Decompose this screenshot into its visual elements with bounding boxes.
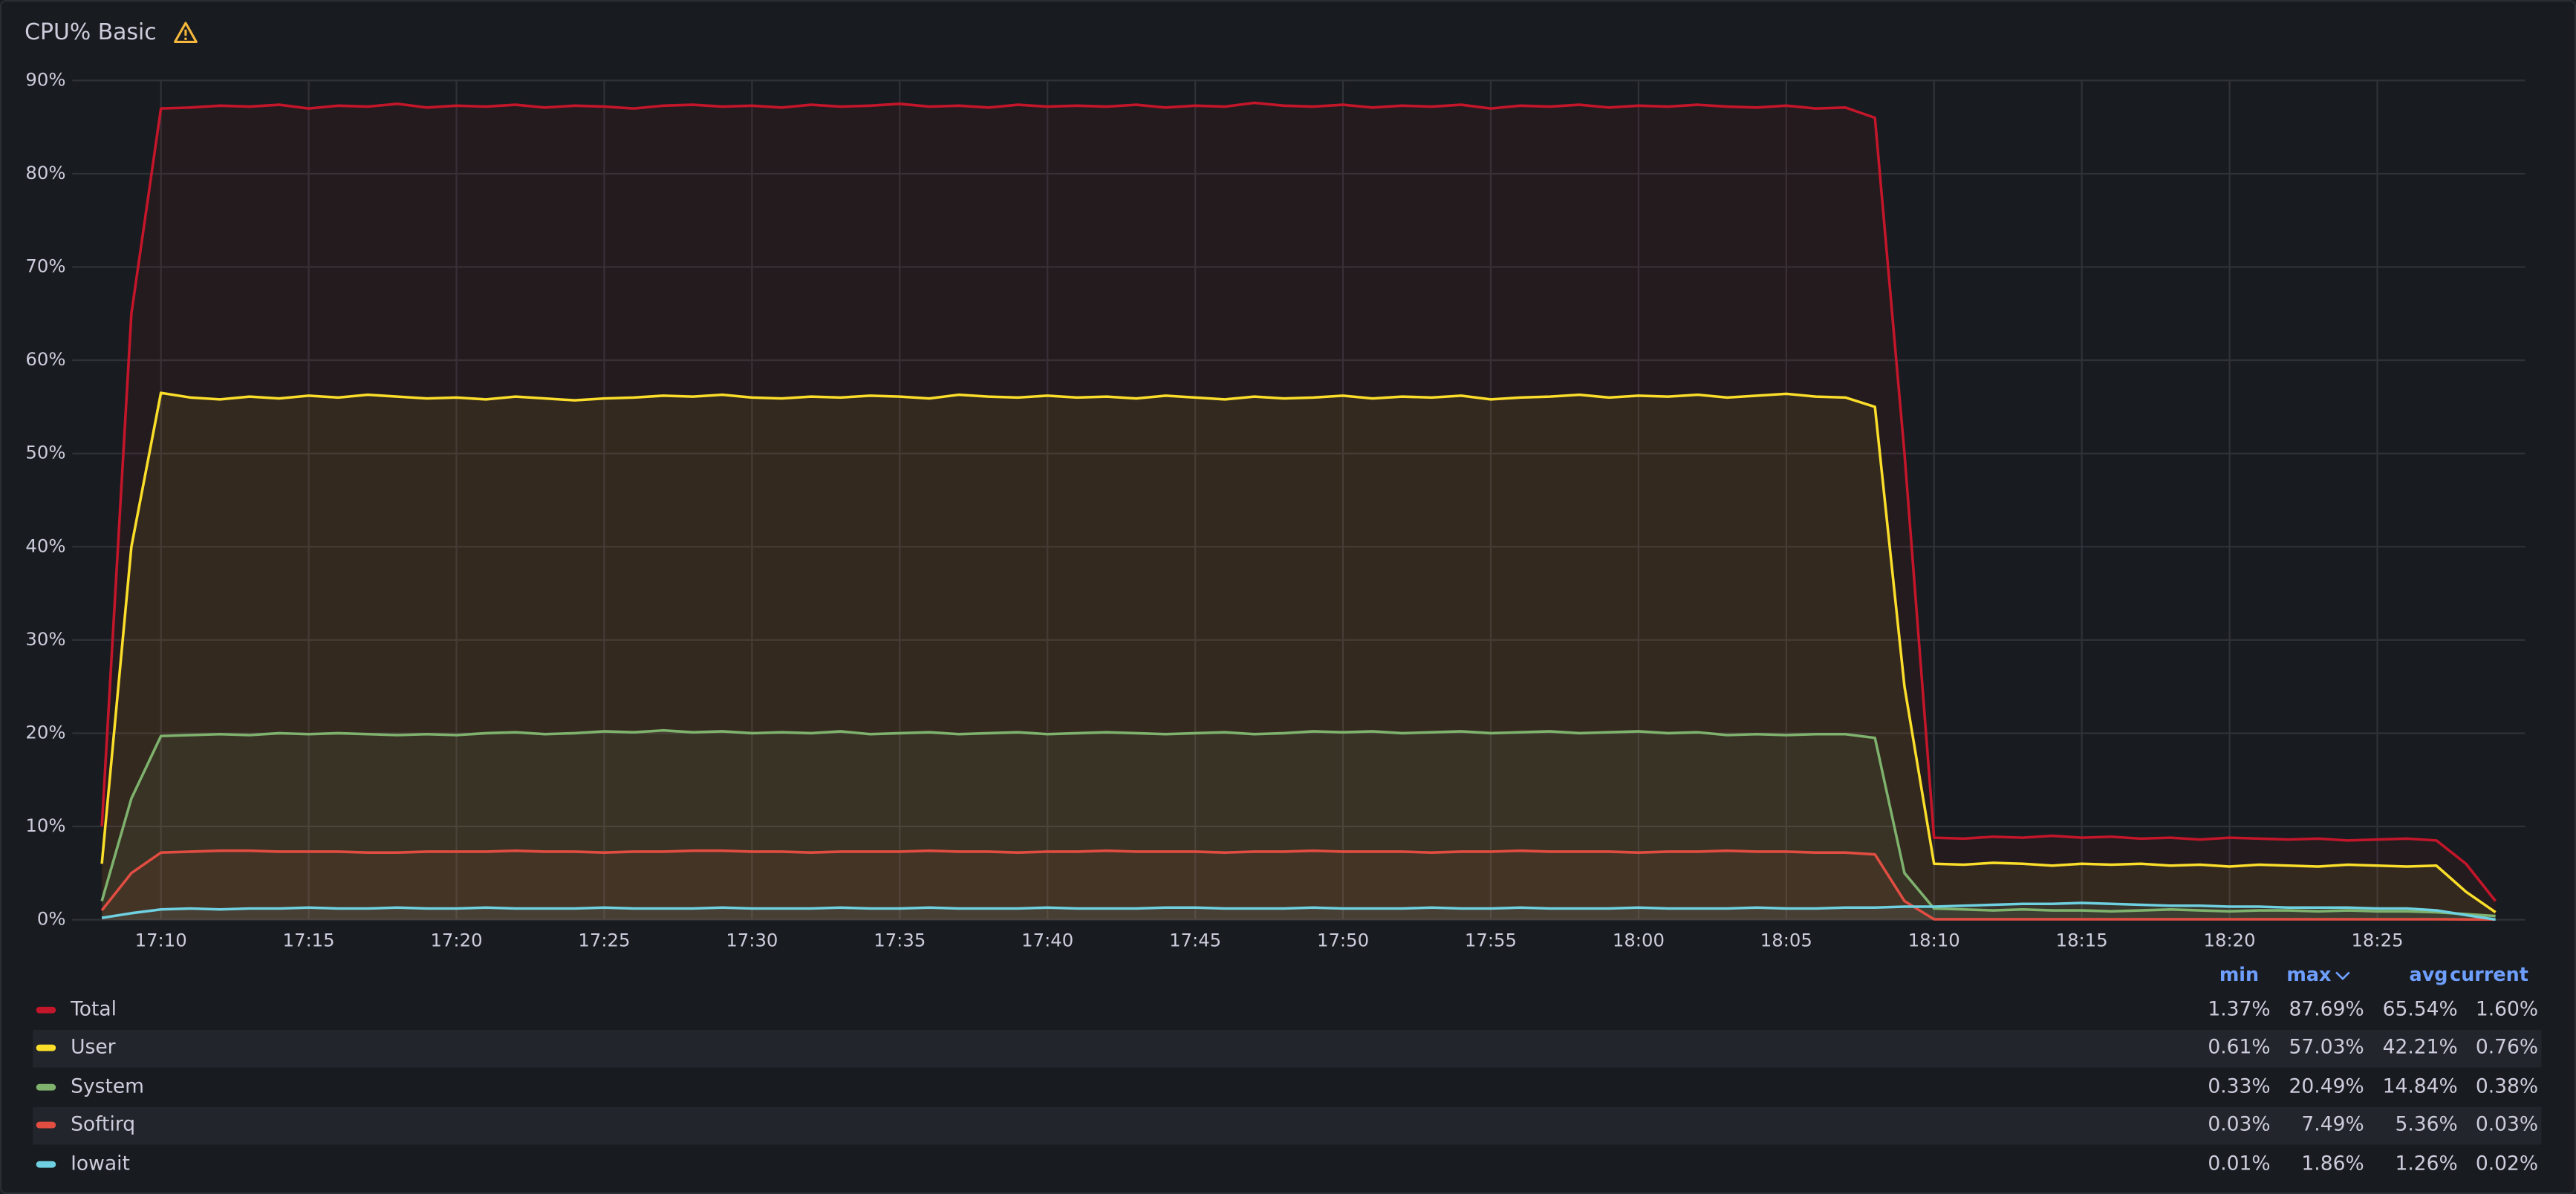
- x-tick-label: 17:20: [430, 929, 482, 950]
- legend-column-header[interactable]: max: [2286, 963, 2332, 985]
- legend-value: 5.36%: [2395, 1113, 2457, 1136]
- legend-value: 0.76%: [2476, 1036, 2538, 1059]
- legend-value: 65.54%: [2383, 998, 2458, 1021]
- y-tick-label: 80%: [25, 162, 65, 183]
- series-area: [102, 730, 2496, 920]
- y-tick-label: 0%: [37, 908, 66, 930]
- legend-entry[interactable]: System: [71, 1075, 144, 1098]
- y-tick-label: 30%: [25, 628, 65, 650]
- panel-title: CPU% Basic: [25, 19, 157, 45]
- series-area: [102, 393, 2496, 920]
- legend-entry[interactable]: Iowait: [71, 1152, 130, 1175]
- x-tick-label: 17:45: [1169, 929, 1221, 950]
- x-tick-label: 17:35: [874, 929, 926, 950]
- x-tick-label: 17:30: [726, 929, 778, 950]
- y-tick-label: 10%: [25, 815, 65, 836]
- x-tick-label: 18:00: [1613, 929, 1665, 950]
- legend-value: 1.26%: [2395, 1152, 2457, 1175]
- x-tick-label: 17:40: [1021, 929, 1073, 950]
- legend-swatch: [36, 1044, 56, 1051]
- legend-row-stripe: [33, 1029, 2542, 1068]
- x-tick-label: 17:10: [135, 929, 187, 950]
- legend-swatch: [36, 1006, 56, 1014]
- legend-value: 1.86%: [2301, 1152, 2364, 1175]
- y-tick-label: 70%: [25, 255, 65, 277]
- legend-value: 1.37%: [2208, 998, 2270, 1021]
- plot: [100, 101, 2497, 921]
- legend-row-stripe: [33, 1106, 2542, 1145]
- legend-value: 7.49%: [2301, 1113, 2364, 1136]
- legend-value: 57.03%: [2289, 1036, 2364, 1059]
- y-tick-label: 40%: [25, 535, 65, 556]
- legend-value: 1.60%: [2476, 998, 2538, 1021]
- x-tick-label: 18:10: [1908, 929, 1960, 950]
- series-area: [102, 102, 2496, 920]
- legend-value: 87.69%: [2289, 998, 2364, 1021]
- series-line: [100, 728, 2496, 918]
- legend-swatch: [36, 1161, 56, 1168]
- legend-value: 42.21%: [2383, 1036, 2458, 1059]
- legend-entry[interactable]: Softirq: [71, 1113, 135, 1136]
- legend-entry[interactable]: User: [71, 1036, 116, 1059]
- x-tick-label: 17:15: [283, 929, 335, 950]
- legend-value: 14.84%: [2383, 1075, 2458, 1098]
- y-tick-label: 20%: [25, 721, 65, 743]
- series-line: [100, 101, 2497, 902]
- x-tick-label: 18:05: [1760, 929, 1812, 950]
- legend-column-header[interactable]: current: [2450, 963, 2528, 985]
- series-line: [100, 391, 2497, 914]
- legend-swatch: [36, 1083, 56, 1091]
- y-tick-label: 50%: [25, 442, 65, 463]
- legend-value: 0.03%: [2208, 1113, 2270, 1136]
- x-tick-label: 17:25: [578, 929, 630, 950]
- legend-column-header[interactable]: min: [2219, 963, 2259, 985]
- series-area: [102, 850, 2496, 920]
- legend-value: 0.02%: [2476, 1152, 2538, 1175]
- y-tick-label: 90%: [25, 68, 65, 90]
- x-tick-label: 18:25: [2351, 929, 2403, 950]
- legend-entry[interactable]: Total: [70, 998, 117, 1021]
- legend-value: 0.01%: [2208, 1152, 2270, 1175]
- x-tick-label: 17:50: [1317, 929, 1369, 950]
- x-tick-label: 17:55: [1465, 929, 1517, 950]
- legend-value: 0.61%: [2208, 1036, 2270, 1059]
- x-tick-label: 18:15: [2056, 929, 2108, 950]
- warning-icon[interactable]: [174, 22, 198, 43]
- legend-value: 0.33%: [2208, 1075, 2270, 1098]
- legend-value: 20.49%: [2289, 1075, 2364, 1098]
- legend-value: 0.38%: [2476, 1075, 2538, 1098]
- sort-indicator: [2335, 971, 2350, 981]
- series-line: [100, 849, 2496, 921]
- legend-value: 0.03%: [2476, 1113, 2538, 1136]
- x-tick-label: 18:20: [2204, 929, 2256, 950]
- y-tick-label: 60%: [25, 348, 65, 370]
- legend-column-header[interactable]: avg: [2410, 963, 2448, 985]
- series-line: [101, 901, 2496, 921]
- legend-swatch: [36, 1121, 56, 1129]
